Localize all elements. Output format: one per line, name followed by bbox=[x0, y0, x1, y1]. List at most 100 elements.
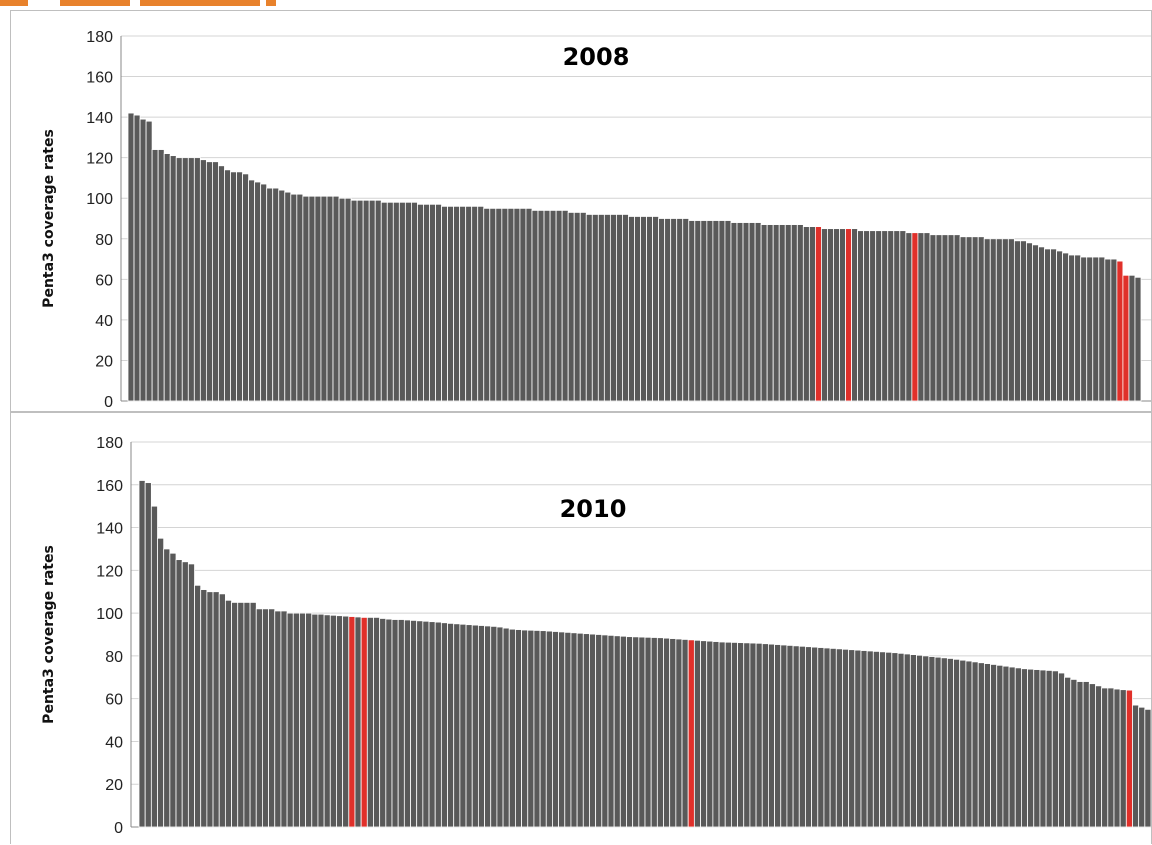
bar bbox=[459, 623, 467, 828]
bar bbox=[206, 591, 214, 828]
highlighted-bar bbox=[1125, 689, 1133, 828]
bar bbox=[199, 159, 207, 402]
bar bbox=[965, 236, 973, 402]
chart-panel-2010: 0 20 40 60 80 100 120 140 160 180 2010 Penta3 cover… bbox=[10, 412, 1152, 844]
bar bbox=[1101, 687, 1109, 828]
bar bbox=[323, 614, 331, 828]
bar bbox=[875, 230, 883, 402]
bar bbox=[1107, 687, 1115, 828]
bar bbox=[169, 155, 177, 402]
bar bbox=[332, 195, 340, 402]
bar bbox=[254, 181, 262, 402]
bar bbox=[821, 228, 828, 402]
bar bbox=[1021, 668, 1028, 828]
bar bbox=[1110, 258, 1118, 402]
bar bbox=[224, 169, 231, 402]
bar bbox=[410, 201, 418, 402]
bar bbox=[564, 631, 572, 828]
bar bbox=[989, 238, 997, 402]
bar bbox=[187, 563, 195, 828]
bar bbox=[1033, 669, 1041, 828]
y-tick-label: 80 bbox=[105, 649, 123, 666]
bar bbox=[138, 480, 146, 828]
bar bbox=[338, 197, 346, 402]
bar bbox=[1008, 666, 1016, 828]
bar bbox=[1088, 683, 1096, 828]
bar bbox=[766, 224, 774, 402]
bar bbox=[851, 228, 859, 402]
bar bbox=[835, 648, 843, 828]
bar bbox=[398, 201, 406, 402]
bar bbox=[489, 207, 497, 402]
bar bbox=[1144, 708, 1151, 828]
bar bbox=[392, 201, 400, 402]
bar bbox=[1050, 248, 1057, 402]
bar bbox=[151, 149, 159, 402]
bar bbox=[286, 612, 294, 828]
bar bbox=[640, 216, 647, 402]
bar bbox=[1044, 248, 1051, 402]
bar bbox=[296, 193, 304, 402]
bar bbox=[959, 236, 967, 402]
bar bbox=[465, 624, 473, 828]
bar bbox=[373, 616, 381, 828]
y-tick-label: 100 bbox=[96, 606, 123, 623]
bar bbox=[308, 195, 316, 402]
bar bbox=[622, 214, 629, 402]
bar bbox=[386, 201, 394, 402]
bar bbox=[576, 632, 584, 828]
y-axis-label: Penta3 coverage rates bbox=[41, 129, 57, 308]
bar bbox=[379, 618, 387, 828]
bar bbox=[591, 214, 599, 402]
bar bbox=[429, 203, 436, 402]
bar bbox=[736, 222, 744, 402]
bar bbox=[410, 619, 418, 828]
bar bbox=[579, 212, 587, 402]
bar bbox=[163, 548, 171, 828]
bar bbox=[646, 216, 653, 402]
y-tick-label: 60 bbox=[95, 272, 113, 289]
bar bbox=[305, 612, 313, 828]
bar bbox=[983, 663, 991, 828]
bar bbox=[616, 214, 623, 402]
bar bbox=[280, 610, 288, 828]
bar bbox=[484, 625, 492, 828]
bar bbox=[314, 195, 322, 402]
bar bbox=[823, 647, 831, 828]
bar bbox=[1058, 672, 1066, 828]
bar bbox=[946, 658, 954, 828]
bar bbox=[872, 650, 880, 828]
bar bbox=[730, 642, 738, 828]
bar bbox=[650, 637, 658, 828]
bar bbox=[453, 623, 461, 828]
bar bbox=[543, 209, 551, 402]
bar bbox=[268, 608, 276, 828]
bar bbox=[397, 619, 405, 828]
bar bbox=[374, 199, 382, 402]
bar bbox=[133, 114, 141, 402]
bar bbox=[724, 641, 732, 828]
bar bbox=[935, 234, 943, 402]
bar bbox=[573, 212, 581, 402]
bar bbox=[857, 230, 865, 402]
bar bbox=[1020, 240, 1027, 402]
bar bbox=[585, 214, 593, 402]
bar bbox=[262, 608, 269, 828]
bar bbox=[796, 224, 804, 402]
bar bbox=[628, 216, 635, 402]
bar bbox=[1045, 670, 1053, 828]
top-cropped-caption-strip bbox=[0, 0, 1152, 14]
y-tick-label: 40 bbox=[95, 313, 113, 330]
highlighted-bar bbox=[348, 616, 356, 828]
bar bbox=[236, 171, 243, 402]
bar bbox=[626, 636, 634, 828]
bar bbox=[329, 614, 337, 828]
y-tick-label: 160 bbox=[96, 478, 123, 495]
bar bbox=[1119, 689, 1127, 828]
bar bbox=[502, 627, 510, 828]
chart-title: 2008 bbox=[563, 43, 630, 71]
y-tick-label: 120 bbox=[86, 151, 113, 168]
bar bbox=[175, 559, 183, 828]
caption-fragment-1 bbox=[0, 0, 28, 6]
bar bbox=[243, 602, 251, 828]
